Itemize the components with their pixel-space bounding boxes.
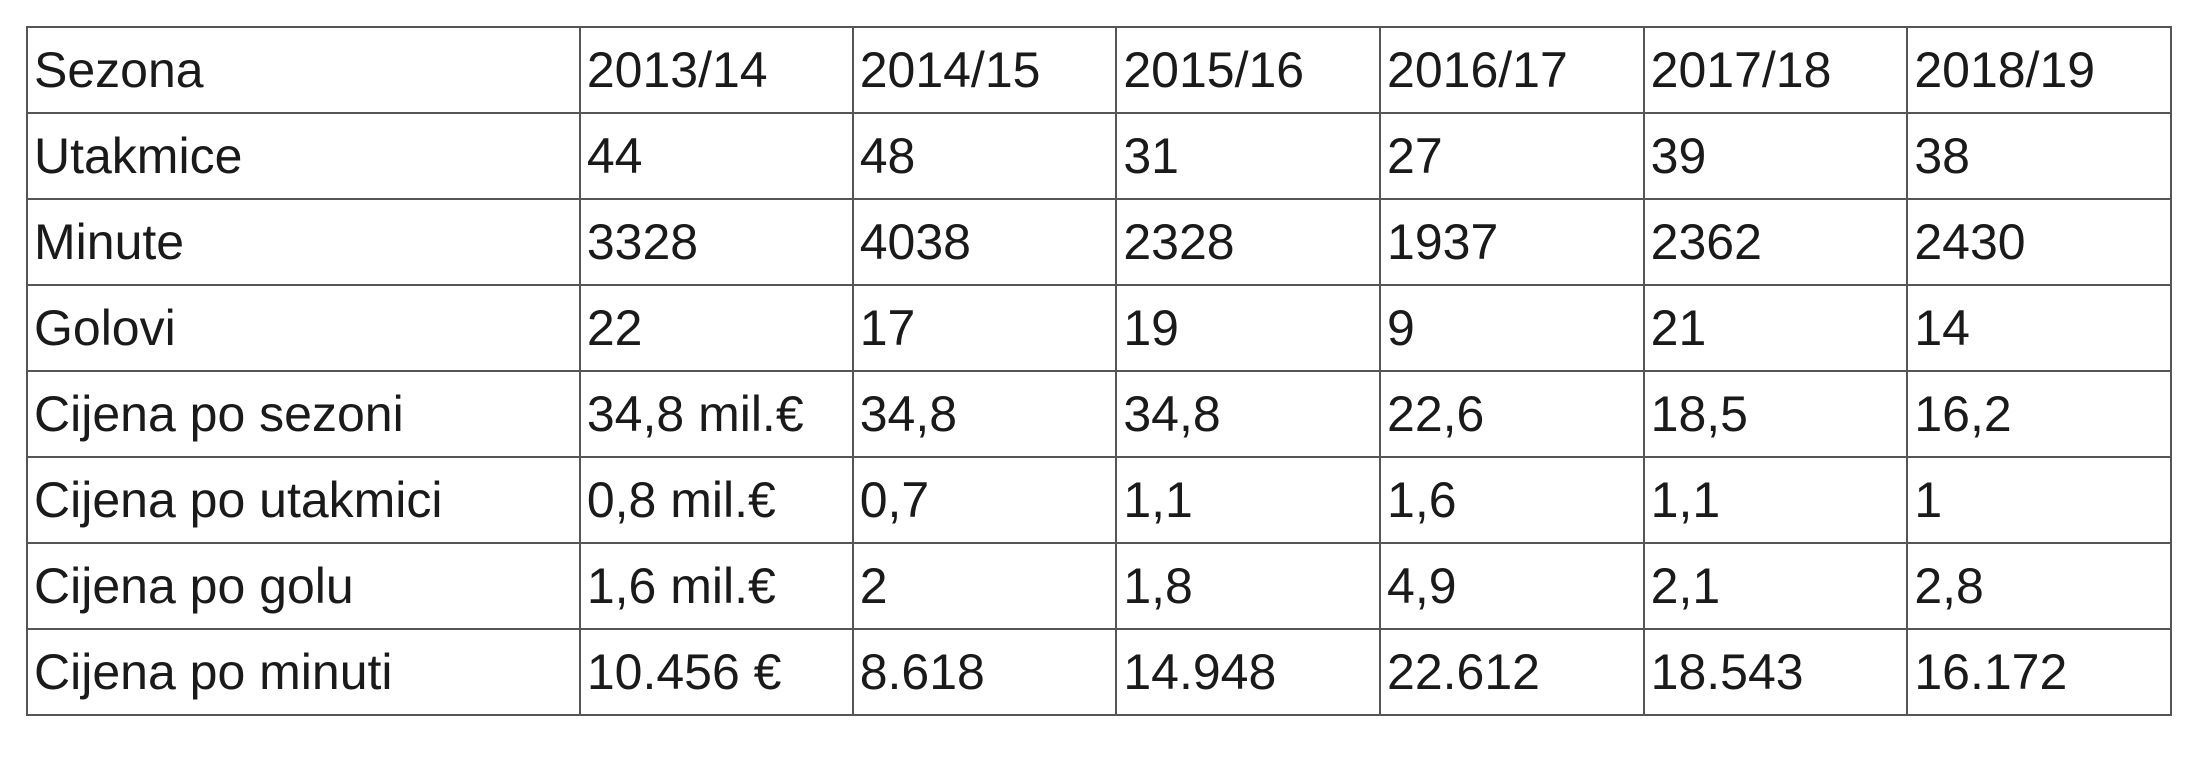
row-label-cell: Minute xyxy=(26,198,581,286)
table-cell: 10.456 € xyxy=(578,628,854,716)
table-cell: 4038 xyxy=(851,198,1118,286)
table-cell: 16.172 xyxy=(1906,628,2172,716)
row-label-cell: Cijena po sezoni xyxy=(26,370,581,458)
table-cell: 14.948 xyxy=(1115,628,1382,716)
row-label-cell: Cijena po golu xyxy=(26,542,581,630)
table-cell: 48 xyxy=(851,112,1118,200)
table-cell: 4,9 xyxy=(1379,542,1645,630)
table-cell: 38 xyxy=(1906,112,2172,200)
table-cell: 22,6 xyxy=(1379,370,1645,458)
table-cell: 18.543 xyxy=(1642,628,1909,716)
table-row: Utakmice 44 48 31 27 39 38 xyxy=(26,112,2172,200)
season-stats-table: Sezona 2013/14 2014/15 2015/16 2016/17 2… xyxy=(26,26,2172,716)
season-header-cell: 2015/16 xyxy=(1115,26,1382,114)
table-cell: 1,1 xyxy=(1642,456,1909,544)
row-label-cell: Golovi xyxy=(26,284,581,372)
table-cell: 44 xyxy=(578,112,854,200)
table-row: Cijena po golu 1,6 mil.€ 2 1,8 4,9 2,1 2… xyxy=(26,542,2172,630)
table-cell: 18,5 xyxy=(1642,370,1909,458)
table-cell: 2 xyxy=(851,542,1118,630)
row-label-cell: Utakmice xyxy=(26,112,581,200)
table-row: Minute 3328 4038 2328 1937 2362 2430 xyxy=(26,198,2172,286)
table-cell: 27 xyxy=(1379,112,1645,200)
table-cell: 3328 xyxy=(578,198,854,286)
table-cell: 34,8 xyxy=(851,370,1118,458)
table-cell: 9 xyxy=(1379,284,1645,372)
table-cell: 1937 xyxy=(1379,198,1645,286)
table-header-row: Sezona 2013/14 2014/15 2015/16 2016/17 2… xyxy=(26,26,2172,114)
table-cell: 2,8 xyxy=(1906,542,2172,630)
table-row: Cijena po utakmici 0,8 mil.€ 0,7 1,1 1,6… xyxy=(26,456,2172,544)
table-cell: 2430 xyxy=(1906,198,2172,286)
table-cell: 22.612 xyxy=(1379,628,1645,716)
table-cell: 17 xyxy=(851,284,1118,372)
season-header-cell: 2013/14 xyxy=(578,26,854,114)
table-row: Golovi 22 17 19 9 21 14 xyxy=(26,284,2172,372)
season-header-cell: 2016/17 xyxy=(1379,26,1645,114)
table-row: Cijena po sezoni 34,8 mil.€ 34,8 34,8 22… xyxy=(26,370,2172,458)
table-cell: 2362 xyxy=(1642,198,1909,286)
table-cell: 1,1 xyxy=(1115,456,1382,544)
table-row: Cijena po minuti 10.456 € 8.618 14.948 2… xyxy=(26,628,2172,716)
table-cell: 39 xyxy=(1642,112,1909,200)
row-label-cell: Sezona xyxy=(26,26,581,114)
table-cell: 2,1 xyxy=(1642,542,1909,630)
season-header-cell: 2017/18 xyxy=(1642,26,1909,114)
table-cell: 14 xyxy=(1906,284,2172,372)
table-cell: 1,6 mil.€ xyxy=(578,542,854,630)
table-cell: 8.618 xyxy=(851,628,1118,716)
table-cell: 31 xyxy=(1115,112,1382,200)
table-cell: 34,8 xyxy=(1115,370,1382,458)
table-cell: 1,8 xyxy=(1115,542,1382,630)
season-header-cell: 2014/15 xyxy=(851,26,1118,114)
table-cell: 1,6 xyxy=(1379,456,1645,544)
row-label-cell: Cijena po minuti xyxy=(26,628,581,716)
row-label-cell: Cijena po utakmici xyxy=(26,456,581,544)
table-cell: 1 xyxy=(1906,456,2172,544)
table-cell: 0,7 xyxy=(851,456,1118,544)
table-cell: 34,8 mil.€ xyxy=(578,370,854,458)
season-header-cell: 2018/19 xyxy=(1906,26,2172,114)
table-cell: 2328 xyxy=(1115,198,1382,286)
table-cell: 16,2 xyxy=(1906,370,2172,458)
table-cell: 22 xyxy=(578,284,854,372)
table-cell: 19 xyxy=(1115,284,1382,372)
table-cell: 21 xyxy=(1642,284,1909,372)
table-cell: 0,8 mil.€ xyxy=(578,456,854,544)
